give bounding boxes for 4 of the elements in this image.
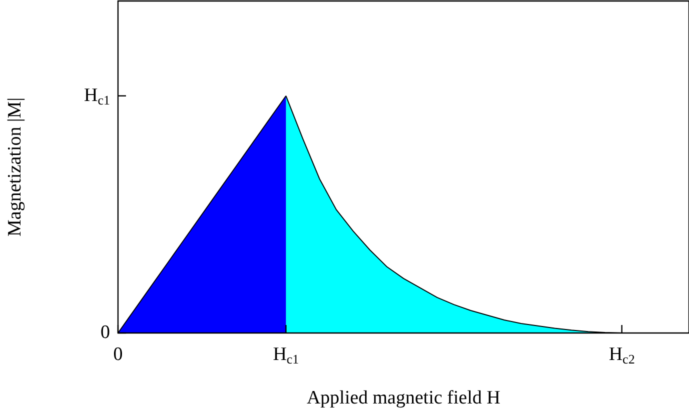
y-axis-title: Magnetization |M| <box>4 98 26 236</box>
text: 0 <box>100 322 110 343</box>
x-axis-title: Applied magnetic field H <box>306 388 501 409</box>
x-tick-label: 0 <box>113 344 123 365</box>
